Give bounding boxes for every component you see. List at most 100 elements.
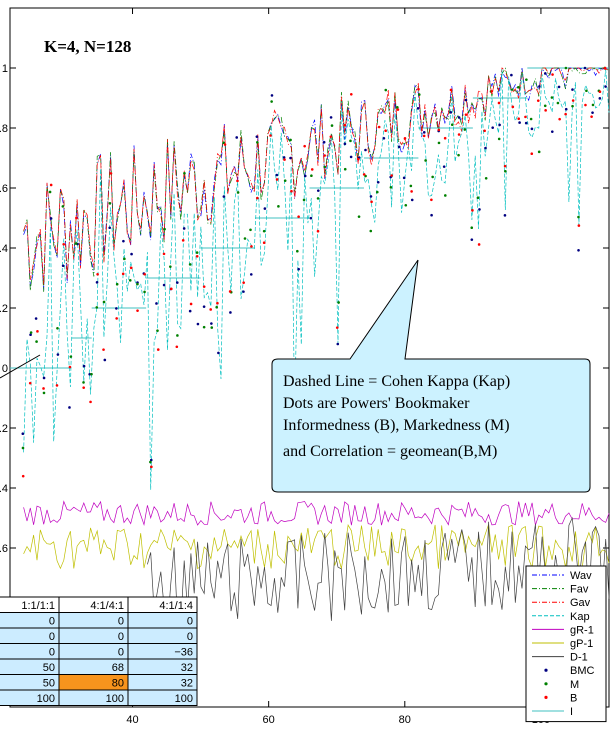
legend-label: BMC — [570, 665, 595, 677]
dot-bmc — [68, 406, 71, 409]
dot-m — [188, 263, 192, 266]
table-cell-value: 32 — [181, 662, 193, 674]
series-gav — [23, 67, 610, 285]
dot-m — [249, 228, 252, 232]
legend-label: M — [570, 679, 579, 691]
dot-b — [362, 173, 366, 176]
table-cell-value: 0 — [49, 631, 55, 643]
dot-m — [29, 331, 33, 334]
dot-b — [62, 242, 65, 246]
dot-m — [571, 104, 574, 108]
y-tick-label: 1 — [2, 63, 8, 75]
y-tick-label: .8 — [0, 123, 8, 135]
dot-bmc — [598, 97, 602, 100]
dot-b — [437, 128, 441, 132]
dot-m — [450, 123, 454, 127]
dot-bmc — [604, 85, 607, 88]
dot-b — [396, 108, 400, 111]
y-tick-label: .2 — [0, 423, 8, 435]
dot-bmc — [470, 238, 474, 241]
dot-bmc — [484, 146, 487, 150]
dot-m — [564, 66, 568, 70]
callout-line-4: and Correlation = geomean(B,M) — [283, 443, 497, 460]
dot-bmc — [34, 317, 38, 320]
dot-b — [181, 239, 185, 242]
dot-bmc — [21, 432, 25, 436]
series-d-1 — [147, 516, 610, 629]
table-cell-value: 0 — [49, 647, 55, 659]
dot-b — [443, 136, 447, 140]
y-tick-label: .6 — [0, 183, 8, 195]
dot-bmc — [530, 127, 534, 131]
table-cell-value: 0 — [118, 631, 124, 643]
dot-bmc — [343, 142, 347, 146]
dot-b — [564, 112, 567, 116]
dot-bmc — [316, 189, 320, 192]
y-tick-label: 0 — [2, 363, 8, 375]
dot-m — [222, 141, 225, 145]
dot-b — [316, 229, 320, 233]
dot-b — [121, 272, 125, 276]
table-cell-value: 100 — [175, 693, 193, 705]
dot-m — [484, 176, 488, 180]
dot-m — [357, 215, 361, 218]
dot-bmc — [56, 353, 60, 356]
dot-bmc — [282, 156, 286, 159]
dot-m — [504, 169, 507, 173]
legend-label: I — [570, 706, 573, 718]
dot-m — [525, 78, 528, 81]
dot-b — [236, 179, 239, 183]
table-cell-value: 0 — [49, 616, 55, 628]
dot-b — [349, 92, 353, 96]
dot-m — [516, 85, 520, 89]
dot-m — [431, 175, 434, 179]
dot-m — [302, 198, 306, 202]
legend-label: D-1 — [570, 652, 588, 664]
dot-m — [529, 117, 533, 121]
callout-line-1: Dashed Line = Cohen Kappa (Kap) — [283, 373, 510, 390]
dot-bmc — [249, 273, 253, 276]
dot-b — [571, 99, 575, 102]
table-cell-value: 100 — [106, 693, 124, 705]
dot-b — [503, 164, 507, 168]
series-gr-1 — [23, 500, 610, 526]
dot-m — [510, 88, 514, 91]
dot-bmc — [557, 85, 561, 89]
dot-b — [82, 386, 85, 389]
dot-b — [223, 143, 227, 146]
y-tick-label: .4 — [0, 483, 8, 495]
legend-label: B — [570, 692, 577, 704]
dot-m — [444, 194, 447, 197]
dot-bmc — [376, 180, 380, 184]
dot-b — [275, 178, 279, 181]
dot-b — [558, 117, 561, 121]
dot-b — [335, 326, 339, 329]
dot-b — [497, 101, 501, 105]
dot-bmc — [491, 126, 494, 129]
dot-b — [195, 254, 199, 258]
dot-bmc — [583, 66, 587, 70]
dot-b — [410, 190, 413, 193]
dot-bmc — [235, 136, 239, 139]
dot-bmc — [122, 239, 125, 243]
dot-b — [598, 90, 602, 93]
dot-m — [21, 446, 25, 450]
series-gp-1 — [23, 524, 610, 570]
dot-b — [343, 123, 346, 127]
dot-b — [102, 348, 105, 351]
dot-bmc — [217, 351, 220, 355]
dot-bmc — [364, 148, 367, 152]
dot-bmc — [402, 176, 406, 180]
series-dots — [21, 66, 607, 478]
dot-m — [396, 106, 399, 109]
dot-m — [61, 205, 65, 208]
dot-bmc — [524, 121, 528, 125]
dot-m — [90, 372, 93, 376]
dot-m — [69, 355, 73, 358]
dot-b — [577, 224, 581, 227]
dot-b — [590, 115, 593, 118]
dot-b — [136, 309, 139, 312]
dot-b — [483, 129, 486, 133]
dot-bmc — [577, 248, 580, 252]
y-tick-label: .6 — [0, 543, 8, 555]
